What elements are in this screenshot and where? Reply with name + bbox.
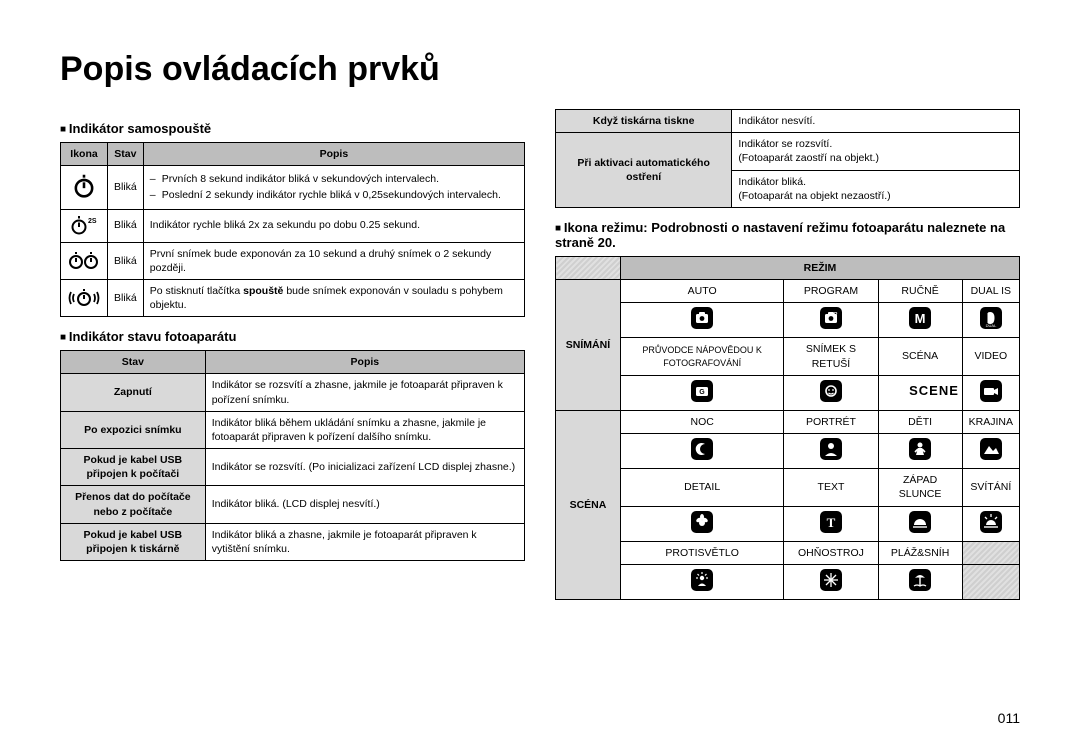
state: Bliká (108, 209, 144, 242)
scene-icon-dawn (962, 506, 1019, 541)
timer-icon-2s: 2S (61, 209, 108, 242)
timer-icon-motion (61, 279, 108, 316)
mode-icon-auto (620, 303, 783, 338)
desc: Indikátor bliká. (LCD displej nesvítí.) (205, 486, 524, 523)
scene-label: PROTISVĚTLO (620, 541, 783, 564)
desc: Po stisknutí tlačítka spouště bude sníme… (143, 279, 524, 316)
state: Pokud je kabel USB připojen k počítači (61, 449, 206, 486)
section-mode-icon: Ikona režimu: Podrobnosti o nastavení re… (555, 220, 1020, 250)
camera-status-table: Stav Popis ZapnutíIndikátor se rozsvítí … (60, 350, 525, 561)
scene-label: KRAJINA (962, 410, 1019, 433)
mode-icon-dualis: DUAL (962, 303, 1019, 338)
scene-icon-closeup (620, 506, 783, 541)
scene-label: OHŇOSTROJ (784, 541, 878, 564)
state: Bliká (108, 166, 144, 209)
scene-icon-text: T (784, 506, 878, 541)
scene-label: DETAIL (620, 469, 783, 506)
desc: Indikátor rychle bliká 2x za sekundu po … (143, 209, 524, 242)
svg-text:DUAL: DUAL (985, 323, 996, 328)
state: Bliká (108, 242, 144, 279)
mode-label: VIDEO (962, 338, 1019, 375)
mode-label: AUTO (620, 280, 783, 303)
camera-status-table-cont: Když tiskárna tiskne Indikátor nesvítí. … (555, 109, 1020, 208)
mode-label: RUČNĚ (878, 280, 962, 303)
scene-icon-portrait (784, 434, 878, 469)
desc: Indikátor se rozsvítí.(Fotoaparát zaostř… (732, 133, 1020, 170)
mode-icon-guide: G (620, 375, 783, 410)
state: Pokud je kabel USB připojen k tiskárně (61, 523, 206, 560)
mode-icon-scene: SCENE (878, 375, 962, 410)
desc: První snímek bude exponován za 10 sekund… (143, 242, 524, 279)
section-camera-status: Indikátor stavu fotoaparátu (60, 329, 525, 344)
state: Zapnutí (61, 374, 206, 411)
rowhead-scena: SCÉNA (556, 410, 621, 599)
mode-label: DUAL IS (962, 280, 1019, 303)
desc: Prvních 8 sekund indikátor bliká v sekun… (143, 166, 524, 209)
scene-icon-landscape (962, 434, 1019, 469)
th-state: Stav (108, 143, 144, 166)
mode-label: PRŮVODCE NÁPOVĚDOU K FOTOGRAFOVÁNÍ (620, 338, 783, 375)
mode-label: PROGRAM (784, 280, 878, 303)
page-number: 011 (998, 710, 1020, 726)
svg-text:T: T (827, 515, 836, 530)
scene-icon-fireworks (784, 564, 878, 599)
mode-icon-beauty (784, 375, 878, 410)
desc: Indikátor bliká během ukládání snímku a … (205, 411, 524, 448)
state: Bliká (108, 279, 144, 316)
mode-icon-manual: M (878, 303, 962, 338)
scene-icon-children (878, 434, 962, 469)
desc: Indikátor bliká a zhasne, jakmile je fot… (205, 523, 524, 560)
svg-text:M: M (915, 311, 926, 326)
scene-label: ZÁPAD SLUNCE (878, 469, 962, 506)
scene-label-empty (962, 541, 1019, 564)
svg-text:P: P (834, 312, 838, 318)
state: Při aktivaci automatického ostření (556, 133, 732, 208)
desc: Indikátor se rozsvítí a zhasne, jakmile … (205, 374, 524, 411)
svg-text:2S: 2S (88, 218, 97, 225)
scene-icon-night (620, 434, 783, 469)
state: Přenos dat do počítače nebo z počítače (61, 486, 206, 523)
scene-label: PORTRÉT (784, 410, 878, 433)
mode-label: SNÍMEK S RETUŠÍ (784, 338, 878, 375)
th-state: Stav (61, 351, 206, 374)
state: Po expozici snímku (61, 411, 206, 448)
th-icon: Ikona (61, 143, 108, 166)
self-timer-table: Ikona Stav Popis Bliká Prvních 8 sekund … (60, 142, 525, 317)
mode-table: REŽIM SNÍMÁNÍ AUTO PROGRAM RUČNĚ DUAL IS… (555, 256, 1020, 600)
timer-icon-10s (61, 166, 108, 209)
timer-icon-double (61, 242, 108, 279)
mode-label: SCÉNA (878, 338, 962, 375)
desc: Indikátor se rozsvítí. (Po inicializaci … (205, 449, 524, 486)
th-desc: Popis (205, 351, 524, 374)
scene-icon-beach (878, 564, 962, 599)
th-mode: REŽIM (620, 256, 1019, 279)
scene-icon-empty (962, 564, 1019, 599)
mode-icon-program: P (784, 303, 878, 338)
scene-icon-sunset (878, 506, 962, 541)
scene-label: TEXT (784, 469, 878, 506)
scene-icon-backlight (620, 564, 783, 599)
th-desc: Popis (143, 143, 524, 166)
desc: Indikátor nesvítí. (732, 110, 1020, 133)
scene-label: DĚTI (878, 410, 962, 433)
scene-label: PLÁŽ&SNÍH (878, 541, 962, 564)
scene-label: NOC (620, 410, 783, 433)
desc: Indikátor bliká.(Fotoaparát na objekt ne… (732, 170, 1020, 207)
scene-label: SVÍTÁNÍ (962, 469, 1019, 506)
svg-text:G: G (699, 389, 705, 396)
section-self-timer: Indikátor samospouště (60, 121, 525, 136)
page-title: Popis ovládacích prvků (60, 50, 1020, 89)
state: Když tiskárna tiskne (556, 110, 732, 133)
rowhead-snimani: SNÍMÁNÍ (556, 280, 621, 411)
mode-icon-video (962, 375, 1019, 410)
